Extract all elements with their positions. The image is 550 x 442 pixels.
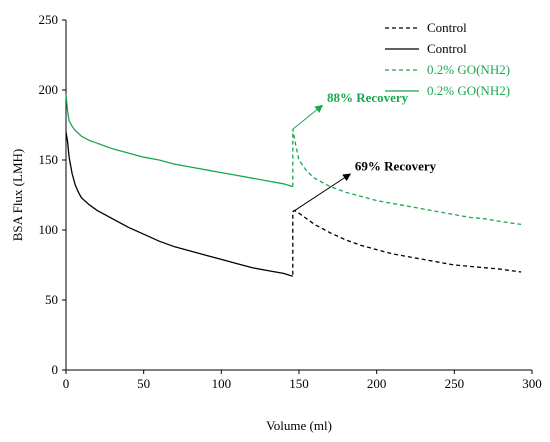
y-axis-title: BSA Flux (LMH)	[10, 149, 25, 241]
x-tick-label: 300	[522, 376, 542, 391]
x-tick-label: 100	[212, 376, 232, 391]
y-tick-label: 0	[52, 362, 59, 377]
series-line-1	[65, 131, 293, 277]
y-tick-label: 50	[45, 292, 58, 307]
annotations: 88% Recovery 69% Recovery	[292, 90, 437, 213]
x-axis-title: Volume (ml)	[266, 418, 332, 433]
legend-label: 0.2% GO(NH2)	[427, 62, 510, 77]
x-tick-label: 200	[367, 376, 387, 391]
y-tick-label: 100	[39, 222, 59, 237]
series-line-2	[292, 129, 522, 226]
x-tick-label: 150	[289, 376, 309, 391]
y-tick-label: 150	[39, 152, 59, 167]
series-line-3	[65, 94, 293, 188]
x-tick-label: 250	[445, 376, 465, 391]
legend-label: Control	[427, 41, 467, 56]
annotation-label: 69% Recovery	[355, 159, 437, 174]
x-tick-label: 0	[63, 376, 70, 391]
series-layer	[65, 94, 522, 277]
x-tick-label: 50	[137, 376, 150, 391]
series-line-0	[292, 209, 522, 275]
annotation-label: 88% Recovery	[327, 90, 409, 105]
legend-label: Control	[427, 20, 467, 35]
y-tick-label: 250	[39, 12, 59, 27]
y-tick-label: 200	[39, 82, 59, 97]
annotation-arrow	[292, 104, 324, 130]
axes: 0 50 100 150 200 250 300 0 50 100 150 200 250	[39, 12, 542, 391]
annotation-arrow	[292, 173, 352, 213]
legend: Control Control 0.2% GO(NH2) 0.2% GO(NH2)	[385, 20, 510, 98]
legend-label: 0.2% GO(NH2)	[427, 83, 510, 98]
